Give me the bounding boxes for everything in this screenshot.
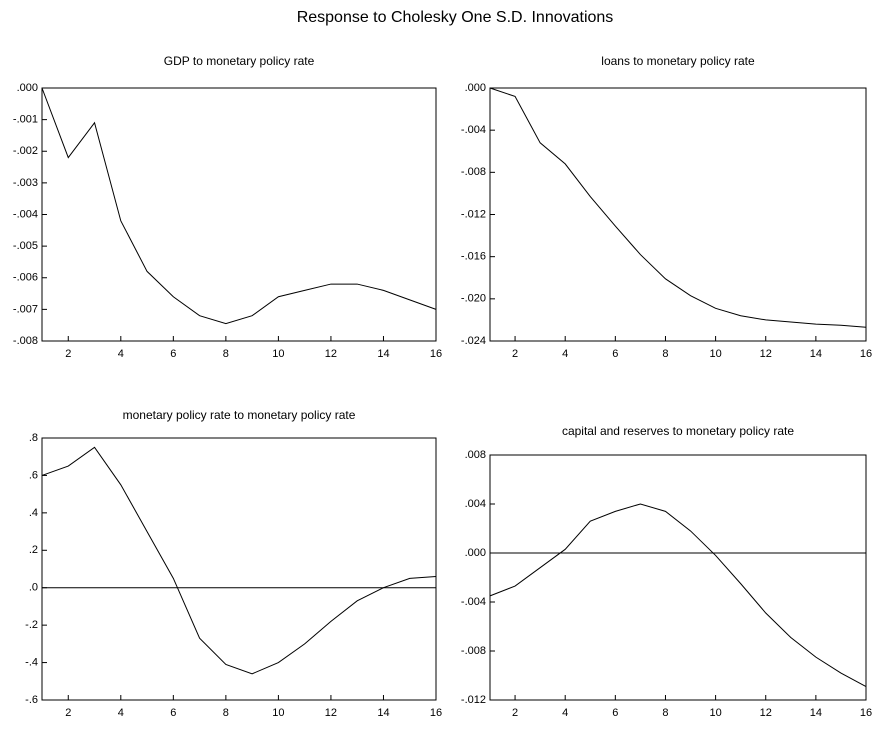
y-tick-label: -.024 — [461, 335, 486, 347]
x-tick-label: 6 — [170, 348, 176, 360]
y-tick-label: -.008 — [461, 645, 486, 657]
x-tick-label: 8 — [223, 348, 229, 360]
x-tick-label: 16 — [860, 348, 872, 360]
y-tick-label: -.2 — [25, 619, 38, 631]
y-tick-label: .0 — [29, 582, 38, 594]
plot-frame — [41, 437, 437, 701]
x-tick-label: 4 — [118, 348, 124, 360]
x-tick-label: 12 — [760, 707, 772, 719]
page-title: Response to Cholesky One S.D. Innovation… — [297, 9, 614, 26]
plot-frame — [489, 454, 867, 701]
x-tick-label: 2 — [512, 707, 518, 719]
panel-title: capital and reserves to monetary policy … — [562, 424, 794, 438]
x-tick-label: 2 — [65, 707, 71, 719]
panel-title: monetary policy rate to monetary policy … — [123, 408, 356, 422]
x-tick-label: 14 — [810, 707, 822, 719]
y-tick-label: -.004 — [461, 124, 486, 136]
series-line — [489, 87, 867, 328]
y-tick-label: .000 — [465, 82, 486, 94]
x-tick-label: 12 — [760, 348, 772, 360]
y-tick-label: -.008 — [461, 166, 486, 178]
x-tick-label: 14 — [377, 348, 389, 360]
x-tick-label: 8 — [223, 707, 229, 719]
x-tick-label: 8 — [662, 348, 668, 360]
x-tick-label: 2 — [512, 348, 518, 360]
x-tick-label: 14 — [377, 707, 389, 719]
x-tick-label: 12 — [325, 348, 337, 360]
y-tick-label: -.007 — [13, 303, 38, 315]
x-tick-label: 16 — [430, 348, 442, 360]
x-tick-label: 6 — [170, 707, 176, 719]
x-tick-label: 14 — [810, 348, 822, 360]
x-tick-label: 2 — [65, 348, 71, 360]
x-tick-label: 16 — [860, 707, 872, 719]
series-line — [489, 503, 867, 687]
x-tick-label: 4 — [562, 707, 568, 719]
y-tick-label: .008 — [465, 449, 486, 461]
y-tick-label: -.012 — [461, 694, 486, 706]
panel-title: loans to monetary policy rate — [601, 54, 755, 68]
y-tick-label: .6 — [29, 469, 38, 481]
y-tick-label: -.002 — [13, 145, 38, 157]
x-tick-label: 8 — [662, 707, 668, 719]
x-tick-label: 10 — [272, 707, 284, 719]
y-tick-label: .2 — [29, 544, 38, 556]
y-tick-label: -.008 — [13, 335, 38, 347]
y-tick-label: -.003 — [13, 177, 38, 189]
y-tick-label: -.001 — [13, 114, 38, 126]
plot-frame — [41, 87, 437, 342]
y-tick-label: -.006 — [13, 272, 38, 284]
y-tick-label: .4 — [29, 507, 38, 519]
y-tick-label: -.020 — [461, 293, 486, 305]
y-tick-label: -.004 — [461, 596, 486, 608]
y-tick-label: -.4 — [25, 656, 38, 668]
y-tick-label: -.012 — [461, 208, 486, 220]
y-tick-label: .004 — [465, 498, 486, 510]
x-tick-label: 6 — [612, 707, 618, 719]
x-tick-label: 10 — [272, 348, 284, 360]
y-tick-label: -.004 — [13, 208, 38, 220]
x-tick-label: 10 — [709, 348, 721, 360]
y-tick-label: -.6 — [25, 694, 38, 706]
x-tick-label: 4 — [118, 707, 124, 719]
x-tick-label: 6 — [612, 348, 618, 360]
x-tick-label: 16 — [430, 707, 442, 719]
y-tick-label: .000 — [17, 82, 38, 94]
y-tick-label: .8 — [29, 432, 38, 444]
y-tick-label: .000 — [465, 547, 486, 559]
x-tick-label: 4 — [562, 348, 568, 360]
series-line — [41, 87, 437, 325]
y-tick-label: -.016 — [461, 251, 486, 263]
x-tick-label: 10 — [709, 707, 721, 719]
x-tick-label: 12 — [325, 707, 337, 719]
y-tick-label: -.005 — [13, 240, 38, 252]
panel-title: GDP to monetary policy rate — [164, 54, 315, 68]
series-line — [41, 446, 437, 675]
plot-frame — [489, 87, 867, 342]
